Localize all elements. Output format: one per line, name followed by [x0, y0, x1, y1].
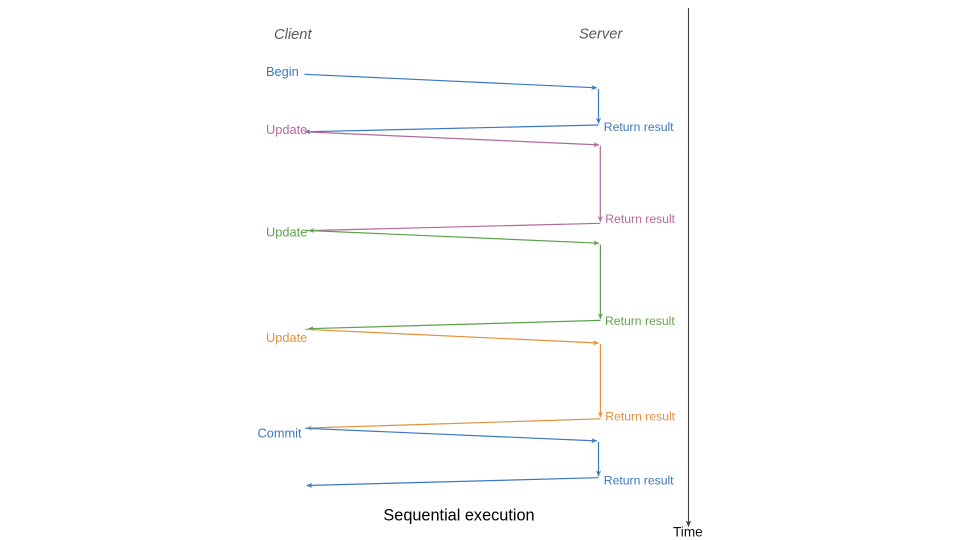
- svg-text:Time: Time: [673, 525, 703, 540]
- svg-text:Return result: Return result: [604, 120, 674, 134]
- svg-text:Return result: Return result: [605, 212, 675, 226]
- svg-text:Update: Update: [266, 330, 307, 345]
- svg-text:Commit: Commit: [258, 426, 303, 441]
- svg-text:Update: Update: [266, 224, 307, 239]
- svg-text:Update: Update: [266, 122, 307, 137]
- svg-text:Return result: Return result: [605, 314, 675, 328]
- svg-text:Server: Server: [579, 27, 623, 43]
- svg-text:Return result: Return result: [604, 474, 674, 488]
- svg-text:Sequential execution: Sequential execution: [383, 506, 534, 524]
- svg-text:Client: Client: [274, 27, 312, 43]
- svg-text:Return result: Return result: [605, 409, 675, 423]
- svg-text:Begin: Begin: [266, 64, 299, 79]
